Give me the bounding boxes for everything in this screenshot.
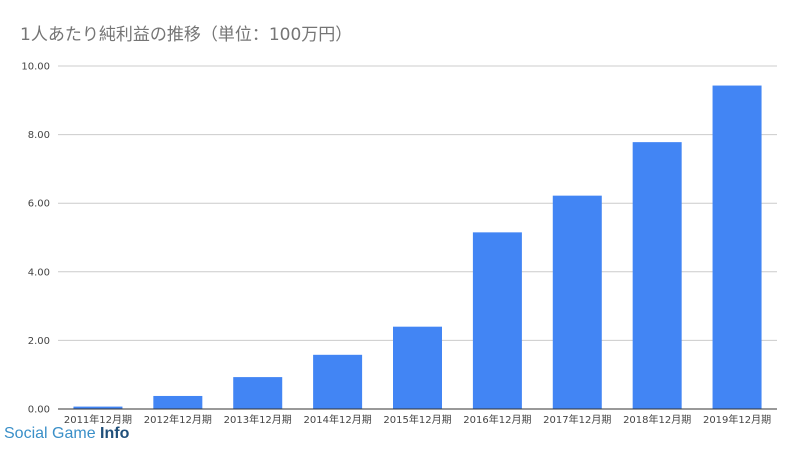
- x-category-label: 2017年12月期: [543, 413, 611, 426]
- bar: [393, 326, 442, 409]
- bar: [472, 232, 522, 409]
- y-tick-label: 4.00: [28, 267, 50, 278]
- y-tick-label: 8.00: [28, 130, 50, 141]
- y-tick-label: 0.00: [28, 405, 50, 416]
- bar: [313, 354, 363, 409]
- bar: [632, 142, 682, 409]
- y-tick-label: 2.00: [28, 336, 50, 347]
- bar: [233, 377, 283, 409]
- y-axis-tick-labels: 0.00 2.00 4.00 6.00 8.00 10.00: [21, 62, 50, 416]
- watermark-text-social-game: Social Game: [4, 425, 101, 442]
- bars: [73, 85, 762, 410]
- x-category-label: 2013年12月期: [224, 413, 292, 426]
- bar: [73, 406, 123, 409]
- bar: [153, 395, 203, 409]
- watermark-logo: Social Game Info: [4, 426, 129, 442]
- bar: [712, 85, 762, 410]
- x-axis-category-labels: 2011年12月期 2012年12月期 2013年12月期 2014年12月期 2015…: [64, 413, 771, 426]
- x-category-label: 2014年12月期: [304, 413, 372, 426]
- x-category-label: 2012年12月期: [144, 413, 212, 426]
- watermark-text-info: Info: [100, 425, 130, 442]
- y-tick-label: 10.00: [21, 62, 50, 73]
- chart-title: 1人あたり純利益の推移（単位：100万円）: [20, 25, 353, 45]
- x-category-label: 2016年12月期: [463, 413, 531, 426]
- x-category-label: 2019年12月期: [703, 413, 771, 426]
- x-category-label: 2018年12月期: [623, 413, 691, 426]
- y-tick-label: 6.00: [28, 199, 50, 210]
- x-category-label: 2015年12月期: [383, 413, 451, 426]
- x-category-label: 2011年12月期: [64, 413, 132, 426]
- bar: [552, 195, 602, 409]
